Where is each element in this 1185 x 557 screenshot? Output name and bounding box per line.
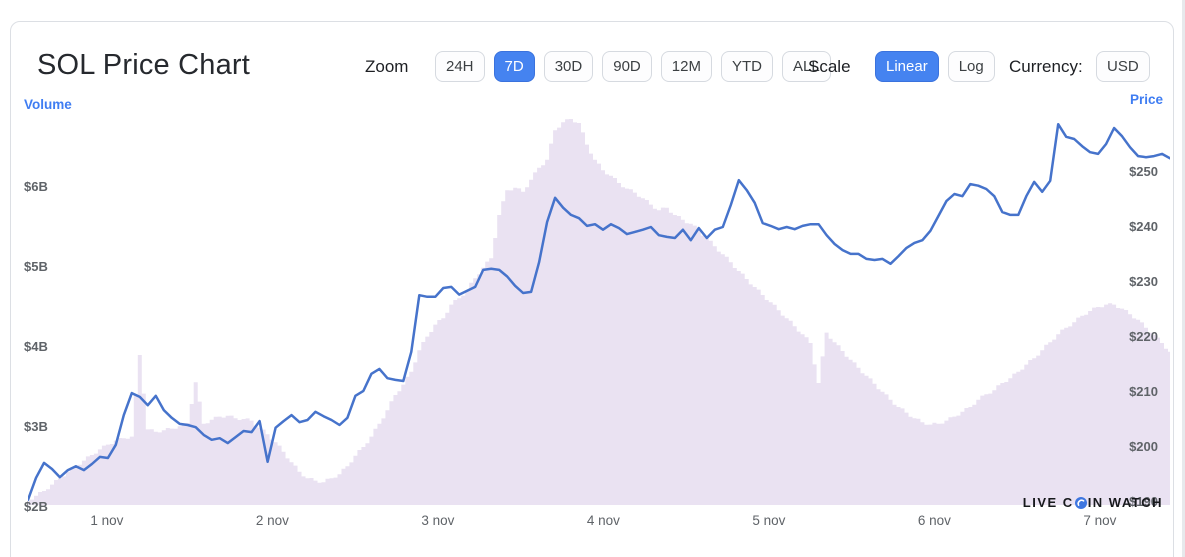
price-tick-label: $210	[1129, 383, 1158, 399]
coin-icon	[1074, 496, 1087, 509]
zoom-option-12m[interactable]: 12M	[660, 51, 712, 82]
x-tick-label: 2 nov	[255, 513, 289, 528]
volume-tick-label: $6B	[24, 179, 48, 194]
chart-plot-area[interactable]	[28, 90, 1170, 505]
volume-tick-label: $2B	[24, 499, 48, 514]
zoom-option-all[interactable]: ALL	[781, 51, 831, 82]
page-title: SOL Price Chart	[37, 49, 251, 81]
x-tick-label: 1 nov	[90, 513, 124, 528]
volume-axis-title: Volume	[24, 97, 72, 112]
volume-tick-label: $4B	[24, 339, 48, 354]
price-axis-title: Price	[1129, 92, 1163, 107]
x-tick-label: 5 nov	[752, 513, 786, 528]
x-tick-label: 4 nov	[586, 513, 620, 528]
zoom-button-group: 24H 7D 30D 90D 12M YTD ALL	[435, 51, 831, 82]
price-tick-label: $250	[1129, 163, 1158, 179]
x-tick-label: 3 nov	[421, 513, 455, 528]
price-tick-label: $230	[1129, 273, 1158, 289]
x-tick-label: 6 nov	[917, 513, 951, 528]
window-edge	[1182, 0, 1185, 557]
zoom-option-7d[interactable]: 7D	[493, 51, 535, 82]
price-line	[28, 122, 1170, 502]
scale-option-log[interactable]: Log	[947, 51, 995, 82]
watermark-text-pre: LIVE C	[1022, 495, 1074, 510]
price-tick-label: $220	[1129, 328, 1158, 344]
price-tick-label: $240	[1129, 218, 1158, 234]
zoom-option-24h[interactable]: 24H	[435, 51, 485, 82]
price-tick-label: $190	[1129, 493, 1158, 509]
watermark: LIVE C IN WATCH	[1023, 495, 1163, 510]
currency-label: Currency:	[1009, 57, 1083, 76]
price-tick-label: $200	[1129, 438, 1158, 454]
scale-button-group: Linear Log	[875, 51, 995, 82]
volume-area	[28, 119, 1170, 505]
zoom-option-ytd[interactable]: YTD	[720, 51, 773, 82]
volume-tick-label: $5B	[24, 259, 48, 274]
scale-option-linear[interactable]: Linear	[875, 51, 939, 82]
watermark-text-post: IN WATCH	[1087, 495, 1163, 510]
currency-button[interactable]: USD	[1096, 51, 1150, 82]
volume-tick-label: $3B	[24, 419, 48, 434]
scale-label: Scale	[808, 57, 851, 76]
zoom-label: Zoom	[365, 57, 409, 76]
x-tick-label: 7 nov	[1083, 513, 1117, 528]
zoom-option-30d[interactable]: 30D	[543, 51, 594, 82]
currency-button-group: USD	[1096, 51, 1150, 82]
zoom-option-90d[interactable]: 90D	[602, 51, 652, 82]
